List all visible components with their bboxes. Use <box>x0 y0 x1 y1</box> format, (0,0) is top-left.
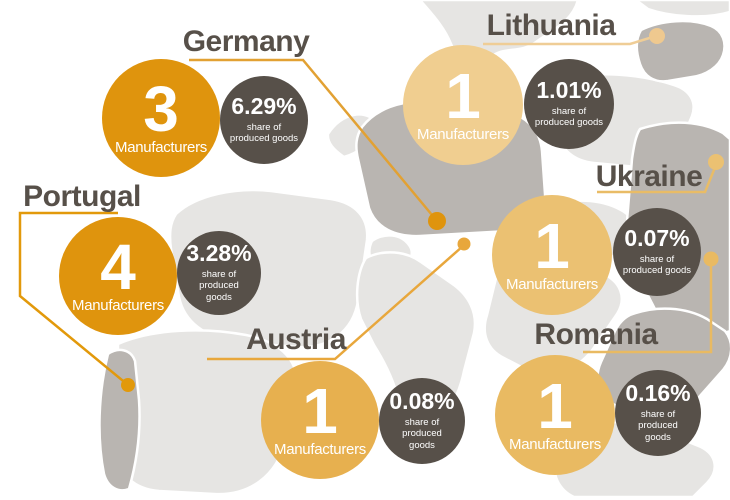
manufacturers-count: 1 <box>534 209 570 282</box>
map-dot-austria <box>457 237 471 251</box>
connector-line-portugal <box>18 211 129 386</box>
manufacturers-label: Manufacturers <box>509 436 601 454</box>
country-title-germany: Germany <box>182 25 310 58</box>
map-shape-portugal-highlight <box>98 348 141 492</box>
manufacturers-count: 1 <box>445 59 481 132</box>
manufacturers-label: Manufacturers <box>417 126 509 144</box>
manufacturers-count: 1 <box>537 369 573 442</box>
share-value: 0.16% <box>625 380 691 407</box>
share-value: 1.01% <box>536 77 602 104</box>
manufacturers-label: Manufacturers <box>115 139 207 157</box>
country-title-portugal: Portugal <box>23 180 141 213</box>
connector-line-ukraine <box>597 164 718 194</box>
manufacturers-count: 4 <box>100 230 136 303</box>
country-title-romania: Romania <box>534 318 658 351</box>
share-label: share of produced goods <box>199 268 239 304</box>
country-title-ukraine: Ukraine <box>595 160 703 193</box>
connector-line-austria <box>207 245 464 361</box>
share-circle-ukraine: 0.07% share of produced goods <box>613 208 701 296</box>
map-dot-lithuania <box>649 28 665 44</box>
share-value: 0.07% <box>624 225 690 252</box>
share-value: 3.28% <box>186 240 252 267</box>
share-label: share of produced goods <box>534 105 604 129</box>
map-dot-romania <box>703 251 719 267</box>
manufacturers-label: Manufacturers <box>506 276 598 294</box>
manufacturers-label: Manufacturers <box>274 441 366 459</box>
manufacturers-circle-romania: 1 Manufacturers <box>495 355 615 475</box>
manufacturers-label: Manufacturers <box>72 297 164 315</box>
map-dot-ukraine <box>708 154 724 170</box>
manufacturers-count: 1 <box>302 374 338 447</box>
share-value: 6.29% <box>231 93 297 120</box>
connector-line-germany <box>189 58 438 222</box>
share-label: share of produced goods <box>638 408 678 444</box>
map-shape-lithuania-highlight <box>635 19 726 83</box>
manufacturers-circle-portugal: 4 Manufacturers <box>59 217 177 335</box>
share-circle-lithuania: 1.01% share of produced goods <box>524 59 614 149</box>
country-title-lithuania: Lithuania <box>486 9 616 42</box>
share-value: 0.08% <box>389 388 455 415</box>
share-circle-portugal: 3.28% share of produced goods <box>177 231 261 315</box>
share-circle-romania: 0.16% share of produced goods <box>615 370 701 456</box>
manufacturers-circle-ukraine: 1 Manufacturers <box>492 195 612 315</box>
share-circle-germany: 6.29% share of produced goods <box>220 76 308 164</box>
map-dot-portugal <box>121 378 135 392</box>
country-title-austria: Austria <box>246 323 346 356</box>
manufacturers-count: 3 <box>143 72 179 145</box>
share-label: share of produced goods <box>229 121 299 145</box>
manufacturers-circle-lithuania: 1 Manufacturers <box>403 45 523 165</box>
connector-line-romania <box>583 261 713 354</box>
share-circle-austria: 0.08% share of produced goods <box>379 378 465 464</box>
map-dot-germany <box>428 212 446 230</box>
share-label: share of produced goods <box>402 416 442 452</box>
share-label: share of produced goods <box>622 253 692 277</box>
manufacturers-circle-austria: 1 Manufacturers <box>261 361 379 479</box>
manufacturers-circle-germany: 3 Manufacturers <box>102 59 220 177</box>
map-shape-northeast-coast <box>634 0 730 18</box>
connector-line-lithuania <box>483 34 657 46</box>
